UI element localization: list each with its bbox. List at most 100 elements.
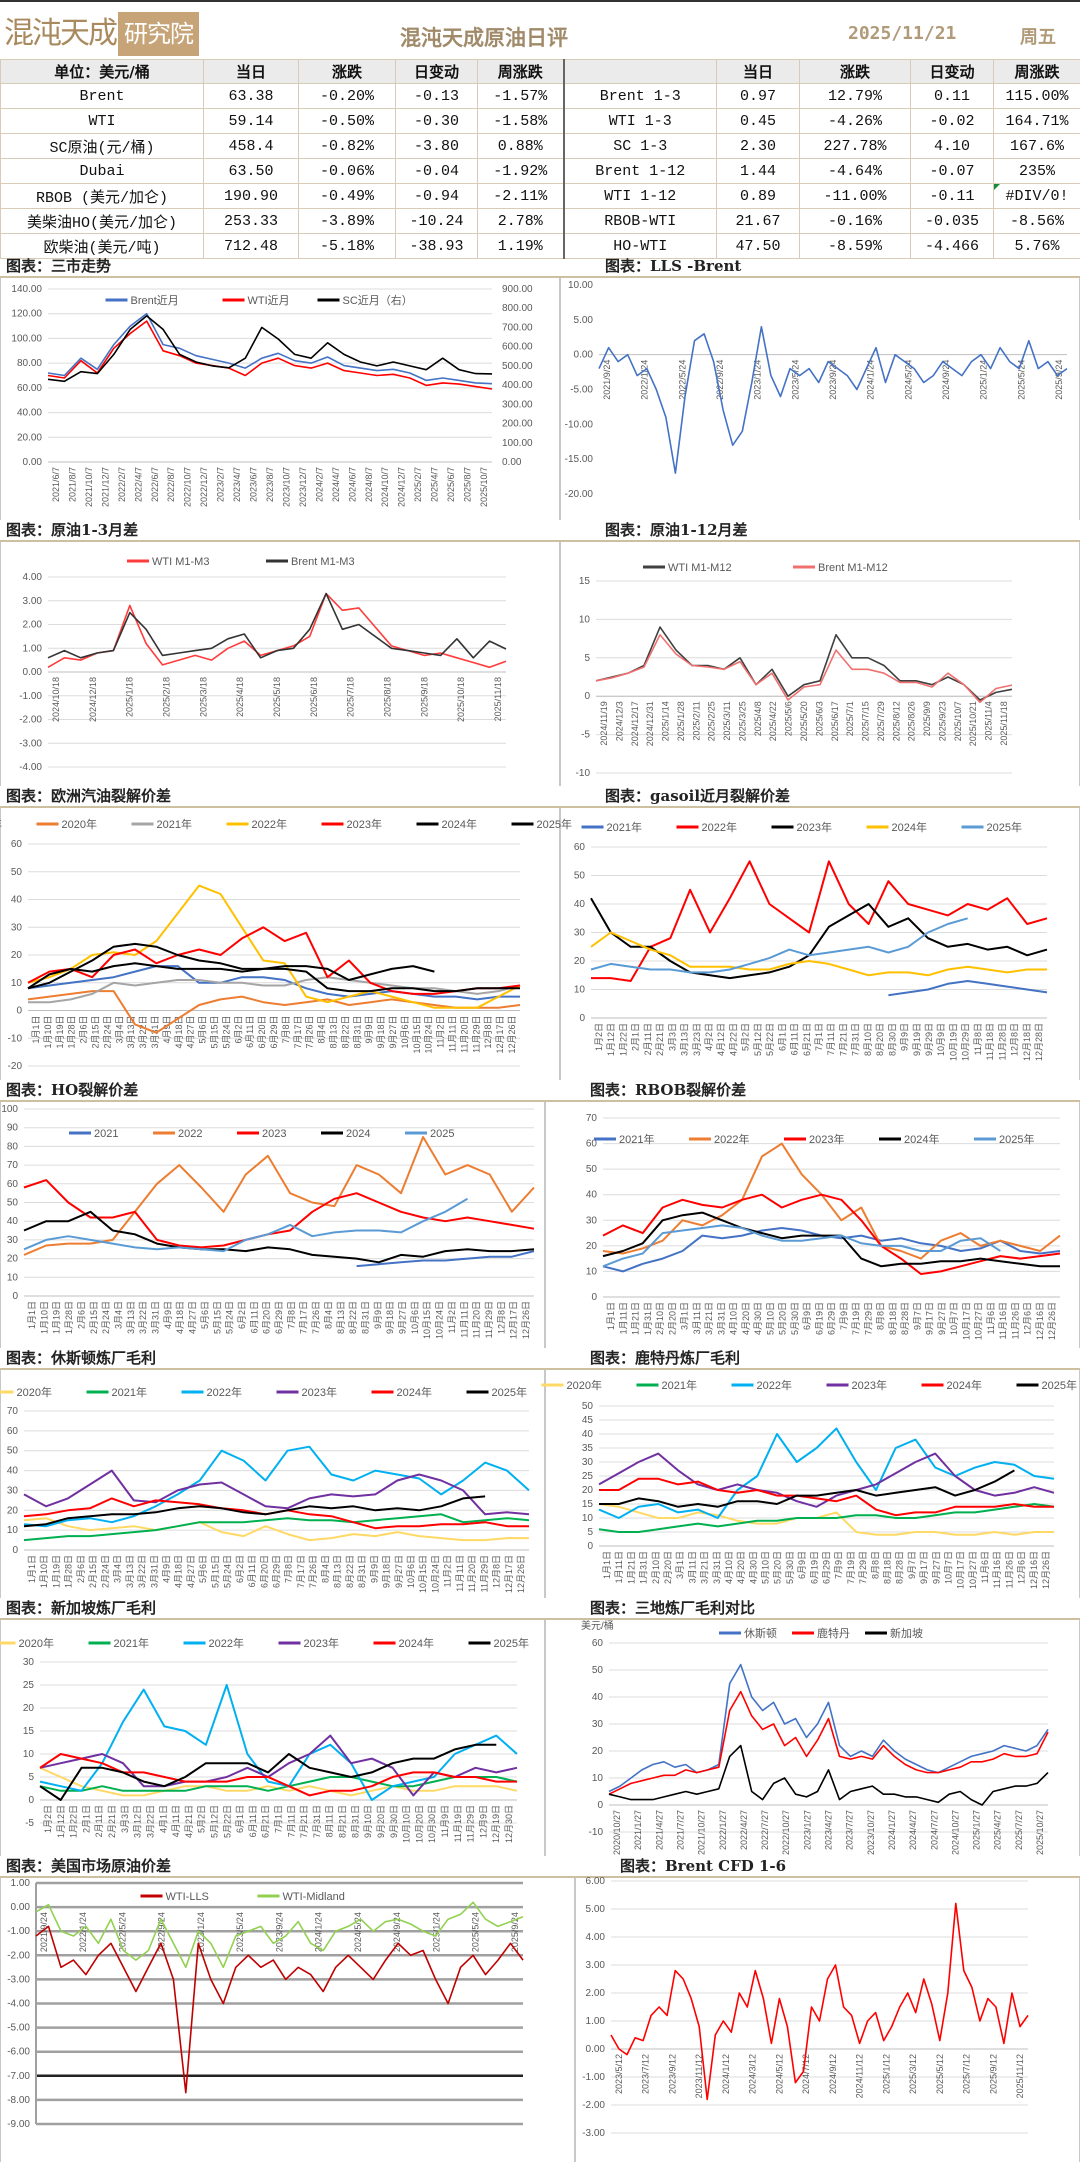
series-line-2022: [23, 1136, 535, 1256]
cell-text: -38.93: [409, 237, 464, 255]
legend: Brent近月 WTI近月 SC近月（右）: [105, 293, 413, 307]
x-tick-label: 1月10日: [39, 1301, 49, 1334]
x-tick-label: 7月8日: [281, 1016, 291, 1044]
cell-text: 欧柴油(美元/吨): [43, 239, 161, 257]
y-tick-label: 0: [597, 1800, 603, 1811]
x-tick-label: 4月18日: [174, 1555, 184, 1588]
y2-tick-label: 300.00: [502, 399, 533, 410]
x-tick-label: 3月13日: [125, 1555, 135, 1588]
x-tick-label: 2025/9/23: [937, 701, 947, 741]
y-tick-label: 0.00: [586, 2044, 606, 2055]
cell-text: 63.50: [228, 162, 274, 180]
y-tick-label: 3.00: [23, 596, 43, 607]
x-tick-label: 11月18日: [985, 1023, 995, 1060]
x-tick-label: 5月2日: [197, 1805, 207, 1833]
legend-label: 2023: [262, 1128, 286, 1140]
header-cell: 当日: [203, 59, 299, 84]
legend: 休斯顿 鹿特丹 新加坡: [719, 1626, 923, 1640]
x-tick-label: 2022/10/27: [781, 1810, 791, 1855]
x-tick-label: 2024/1/24: [314, 1912, 324, 1952]
instrument-name: 欧柴油(美元/吨): [0, 233, 204, 259]
x-tick-label: 2024/9/12: [828, 2054, 838, 2094]
value-cell: 1.19%: [477, 233, 564, 259]
cell-text: WTI 1-12: [604, 187, 677, 205]
x-tick-label: 2023/9/24: [275, 1912, 285, 1952]
series-line-main: [610, 1902, 1029, 2101]
y-tick-label: -8.00: [7, 2095, 30, 2106]
x-tick-label: 9月9日: [373, 1301, 383, 1329]
header-cell: 周涨跌: [993, 59, 1080, 84]
x-tick-label: 3月31日: [712, 1551, 722, 1584]
series-line-2020年: [27, 990, 521, 1034]
legend-label: 2023年: [797, 820, 832, 834]
chart-title: 图表：LLS -Brent: [560, 256, 1080, 278]
cell-text: -3.80: [413, 137, 459, 155]
x-tick-label: 3月21日: [704, 1302, 714, 1335]
x-tick-label: 2024/10/27: [950, 1810, 960, 1855]
y-tick-label: 10.00: [568, 280, 593, 291]
y-tick-label: 100: [1, 1104, 18, 1115]
x-tick-label: 2024/10/18: [51, 677, 61, 722]
x-tick-label: 11月11日: [455, 1555, 465, 1592]
x-tick-label: 10月24日: [424, 1016, 434, 1054]
y-tick-label: 25: [582, 1471, 594, 1482]
y-tick-label: 40: [11, 895, 23, 906]
y-tick-label: 50: [7, 1198, 19, 1209]
logo-main-text: 混沌天成: [4, 16, 118, 51]
cell-text: -4.64%: [827, 162, 882, 180]
y-tick-label: 40: [586, 1190, 598, 1201]
x-tick-label: 6月29日: [822, 1551, 832, 1584]
y-tick-label: -20.00: [565, 489, 594, 500]
x-tick-label: 2月15日: [91, 1016, 101, 1049]
unit-label: 美元/桶: [581, 1619, 614, 1632]
x-tick-label: 2024/7/12: [801, 2054, 811, 2094]
cell-text: 2.78%: [497, 212, 543, 230]
y-tick-label: 25: [23, 1680, 35, 1691]
value-cell: 712.48: [203, 233, 299, 259]
x-tick-label: 6月11日: [247, 1555, 257, 1587]
x-tick-label: 2025/1/24: [979, 360, 989, 400]
y-tick-label: 0: [591, 1292, 597, 1303]
y-tick-label: 2.00: [586, 1988, 606, 1999]
chart-2: -4.00 -3.00 -2.00 -1.00 0.00 1.00 2.00 3.00 4.00…: [19, 556, 507, 773]
x-tick-label: 12月26日: [1047, 1302, 1057, 1340]
x-tick-label: 3月22日: [145, 1805, 155, 1838]
x-tick-label: 2025/11/12: [1015, 2054, 1025, 2098]
y-tick-label: 50: [582, 1401, 594, 1412]
x-tick-label: 2月10日: [655, 1302, 665, 1335]
x-tick-label: 9月10日: [363, 1805, 373, 1838]
legend-label: 2025年: [492, 1385, 527, 1399]
legend-label: 2024年: [399, 1636, 434, 1650]
series-line-main: [598, 326, 1068, 474]
chart-5: 0 10 20 30 40 50 60 1月2日 1月12日 1月22日 2月1日 2月11日 2月21…: [574, 820, 1048, 1061]
y-tick-label: 10: [7, 1272, 19, 1283]
chart-title: 图表：美国市场原油价差: [0, 1856, 575, 1878]
x-tick-label: 4月12日: [716, 1023, 726, 1056]
chart-frame: [0, 1370, 545, 1598]
x-tick-label: 2024/12/7: [397, 467, 407, 507]
x-tick-label: 2月1日: [631, 1023, 641, 1051]
x-tick-label: 2023/4/7: [232, 467, 242, 502]
legend-label: 2024年: [947, 1378, 982, 1392]
instrument-name: Brent: [0, 83, 204, 109]
cell-text: -0.11: [929, 187, 975, 205]
chart-11: -10 0 10 20 30 40 50 60 2020/10/27 2021/1/27 2021/…: [581, 1619, 1049, 1855]
chart-title: 图表：三市走势: [0, 256, 560, 278]
cell-text: 167.6%: [1009, 137, 1064, 155]
cell-text: 美柴油HO(美元/加仑): [26, 214, 177, 232]
x-tick-label: 6月2日: [235, 1555, 245, 1583]
x-tick-label: 2025/1/24: [432, 1912, 442, 1952]
x-tick-label: 2025/2/7: [413, 467, 423, 502]
legend: 2019年 2020年 2021年 2022年 2023年 2024年 2025年: [0, 817, 572, 831]
x-tick-label: 6月29日: [274, 1301, 284, 1334]
x-tick-label: 5月15日: [212, 1301, 222, 1334]
series-line-2025年: [590, 917, 968, 974]
x-tick-label: 2025/3/25: [737, 701, 747, 741]
value-cell: 227.78%: [799, 133, 911, 159]
value-cell: -0.16%: [799, 208, 911, 234]
x-tick-label: 2022/9/24: [157, 1912, 167, 1952]
x-tick-label: 10月7日: [943, 1551, 953, 1584]
x-tick-label: 12月8日: [492, 1555, 502, 1588]
x-tick-label: 9月27日: [937, 1302, 947, 1335]
y-tick-label: -5.00: [570, 385, 593, 396]
